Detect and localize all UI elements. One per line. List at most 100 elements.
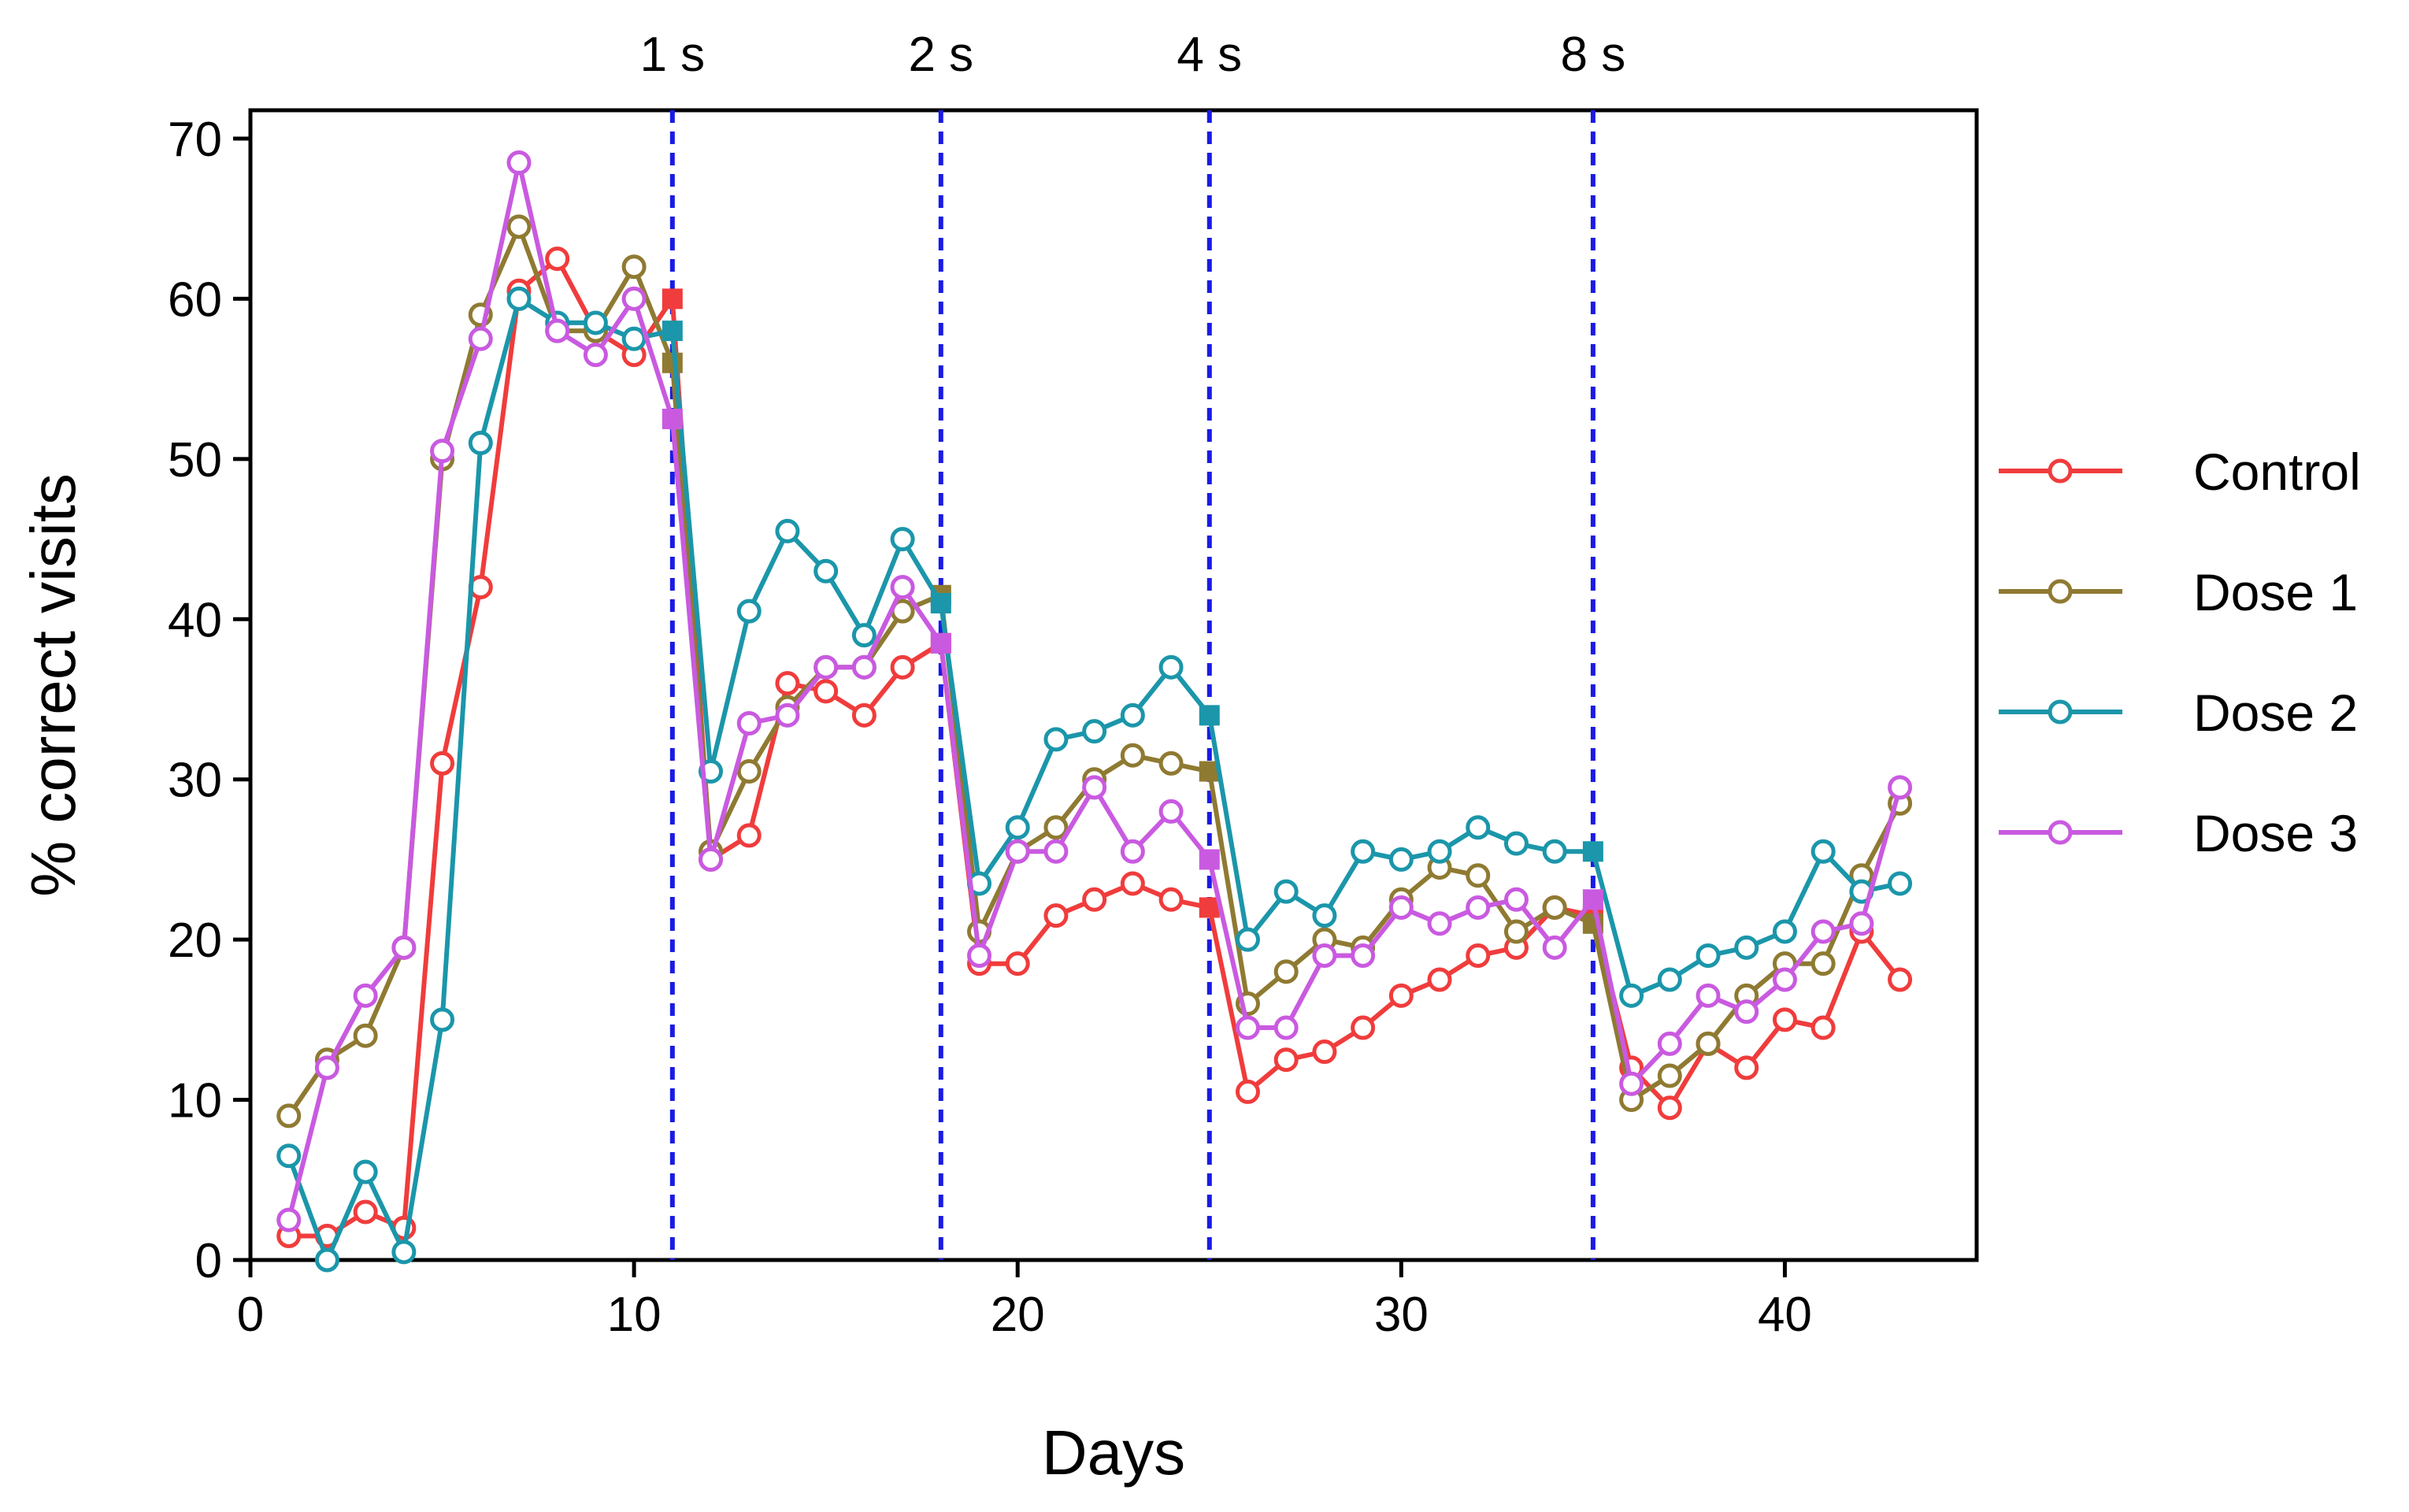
data-point xyxy=(814,654,839,680)
data-point xyxy=(930,632,951,654)
series-line xyxy=(288,256,1902,1239)
data-point xyxy=(662,409,683,429)
data-point xyxy=(1619,983,1644,1008)
data-point xyxy=(1120,871,1145,896)
data-point xyxy=(736,711,762,736)
data-point xyxy=(1312,1040,1337,1065)
data-point xyxy=(775,671,800,696)
data-point xyxy=(1082,887,1107,912)
data-point xyxy=(353,1159,378,1184)
axes: 0 10 20 30 40 50 60 70 0 10 20 30 40 xyxy=(168,113,1812,1342)
vertical-markers: 1 s 2 s 4 s 8 s xyxy=(639,28,1625,1260)
data-point xyxy=(1582,889,1603,910)
data-point xyxy=(430,439,455,464)
data-point xyxy=(1199,705,1220,726)
data-point xyxy=(1619,1071,1644,1096)
series-control xyxy=(276,246,1913,1248)
data-point xyxy=(276,1207,302,1232)
data-point xyxy=(1696,1031,1721,1056)
data-point xyxy=(662,288,683,309)
data-point xyxy=(1466,863,1491,888)
vline-label: 1 s xyxy=(639,28,705,82)
data-point xyxy=(1158,654,1184,680)
data-point xyxy=(1810,839,1836,864)
data-point xyxy=(506,150,532,176)
data-point xyxy=(1388,983,1414,1008)
data-point xyxy=(621,286,647,311)
data-point xyxy=(1810,919,1836,944)
data-point xyxy=(890,527,915,552)
data-point xyxy=(1043,727,1069,752)
data-point xyxy=(736,759,762,784)
legend-label: Control xyxy=(2193,443,2361,501)
data-point xyxy=(1235,927,1260,952)
data-point xyxy=(1542,895,1567,920)
data-point xyxy=(1888,871,1913,896)
data-point xyxy=(1582,841,1603,862)
data-point xyxy=(1312,903,1337,928)
data-point xyxy=(1312,943,1337,968)
data-point xyxy=(1772,1007,1797,1032)
data-point xyxy=(814,558,839,584)
data-point xyxy=(1273,959,1299,984)
data-point xyxy=(1043,815,1069,840)
data-point xyxy=(1427,839,1452,864)
legend-item: Control xyxy=(1999,443,2361,501)
data-point xyxy=(1696,943,1721,968)
data-point xyxy=(775,702,800,728)
data-point xyxy=(1043,839,1069,864)
y-tick-label: 60 xyxy=(168,272,222,327)
data-point xyxy=(1657,1031,1682,1056)
data-point xyxy=(890,654,915,680)
data-point xyxy=(1849,911,1874,936)
data-point xyxy=(391,1240,417,1265)
data-point xyxy=(851,623,877,648)
data-point xyxy=(1351,943,1376,968)
data-point xyxy=(430,750,455,776)
y-tick-label: 30 xyxy=(168,754,222,808)
vline-label: 8 s xyxy=(1561,28,1626,82)
x-tick-label: 40 xyxy=(1758,1288,1812,1342)
legend-item: Dose 2 xyxy=(1999,684,2358,742)
data-point xyxy=(276,1143,302,1169)
data-point xyxy=(1158,887,1184,912)
data-point xyxy=(353,1199,378,1225)
data-point xyxy=(851,654,877,680)
data-point xyxy=(775,518,800,543)
data-point xyxy=(890,575,915,600)
data-point xyxy=(1810,951,1836,976)
data-point xyxy=(1427,967,1452,992)
data-point xyxy=(621,254,647,280)
data-point xyxy=(1888,775,1913,800)
data-point xyxy=(1235,1079,1260,1104)
x-tick-label: 10 xyxy=(607,1288,662,1342)
data-point xyxy=(1810,1015,1836,1040)
data-point xyxy=(353,983,378,1008)
data-point xyxy=(1120,839,1145,864)
y-axis-title: % correct visits xyxy=(18,473,88,897)
data-point xyxy=(1005,815,1030,840)
y-tick-label: 40 xyxy=(168,593,222,647)
legend-swatch-marker xyxy=(2048,699,2073,724)
data-point xyxy=(1542,839,1567,864)
data-point xyxy=(1657,1095,1682,1121)
data-point xyxy=(545,318,570,343)
data-point xyxy=(583,343,608,368)
legend: Control Dose 1 Dose 2 Dose 3 xyxy=(1999,443,2361,862)
data-point xyxy=(1199,849,1220,870)
data-point xyxy=(736,598,762,624)
data-point xyxy=(1657,967,1682,992)
data-point xyxy=(506,286,532,311)
series-dose-3 xyxy=(276,150,1913,1232)
data-point xyxy=(1120,743,1145,768)
data-point xyxy=(967,943,992,968)
data-point xyxy=(1466,895,1491,920)
data-point xyxy=(851,702,877,728)
legend-swatch-marker xyxy=(2048,820,2073,845)
data-point xyxy=(736,823,762,848)
x-axis-title: Days xyxy=(1042,1418,1185,1488)
legend-item: Dose 3 xyxy=(1999,804,2358,862)
legend-label: Dose 2 xyxy=(2193,684,2358,742)
data-point xyxy=(430,1007,455,1032)
